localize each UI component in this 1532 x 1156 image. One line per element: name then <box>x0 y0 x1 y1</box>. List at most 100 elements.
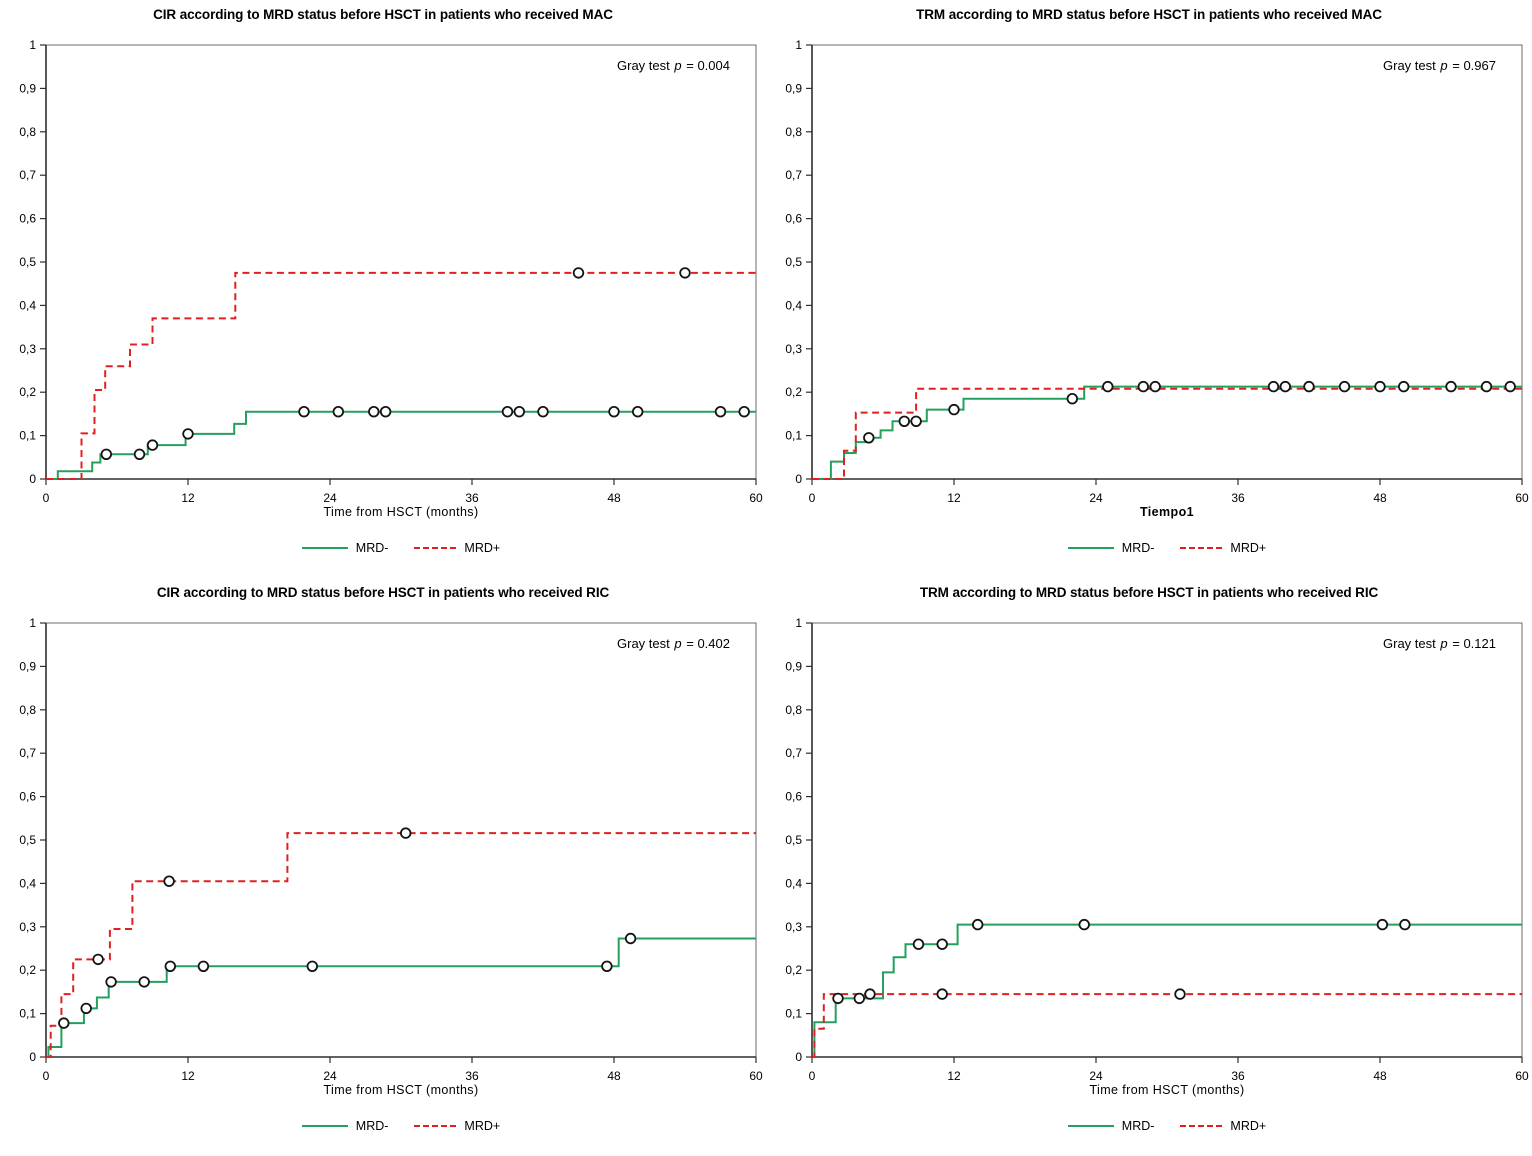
svg-text:24: 24 <box>1089 491 1103 505</box>
svg-text:0,2: 0,2 <box>19 963 36 977</box>
chart-title: TRM according to MRD status before HSCT … <box>919 585 1379 600</box>
svg-text:0,1: 0,1 <box>19 429 36 443</box>
svg-text:0,1: 0,1 <box>19 1007 36 1021</box>
annotation-p-symbol: p <box>674 636 682 651</box>
panel-trm-mac: TRM according to MRD status before HSCT … <box>766 0 1532 578</box>
svg-text:0: 0 <box>795 472 802 486</box>
legend-label: MRD- <box>355 541 389 555</box>
legend-item-mrd-pos: MRD+ <box>414 541 500 555</box>
svg-text:0: 0 <box>29 1050 36 1064</box>
legend-label: MRD- <box>1121 541 1155 555</box>
svg-text:0,6: 0,6 <box>785 212 802 226</box>
svg-text:0,6: 0,6 <box>785 790 802 804</box>
annotation-value: = 0.967 <box>1452 58 1496 73</box>
gray-test-annotation: Gray test p = 0.121 <box>1383 636 1496 651</box>
annotation-prefix: Gray test <box>617 58 670 73</box>
panel-trm-ric: TRM according to MRD status before HSCT … <box>766 578 1532 1156</box>
svg-text:0,6: 0,6 <box>19 790 36 804</box>
mrd-pos-line-swatch <box>414 547 457 549</box>
svg-text:0,2: 0,2 <box>19 385 36 399</box>
svg-text:48: 48 <box>607 491 621 505</box>
legend-item-mrd-pos: MRD+ <box>1180 541 1266 555</box>
annotation-value: = 0.004 <box>686 58 730 73</box>
gray-test-annotation: Gray test p = 0.402 <box>617 636 730 651</box>
svg-text:0: 0 <box>29 472 36 486</box>
svg-text:0,1: 0,1 <box>785 429 802 443</box>
svg-text:0,7: 0,7 <box>785 746 802 760</box>
svg-text:0,6: 0,6 <box>19 212 36 226</box>
svg-text:12: 12 <box>947 1069 961 1083</box>
svg-text:60: 60 <box>749 491 763 505</box>
svg-text:36: 36 <box>1231 491 1245 505</box>
svg-text:0,5: 0,5 <box>785 255 802 269</box>
svg-text:0,9: 0,9 <box>785 659 802 673</box>
svg-text:0: 0 <box>809 1069 816 1083</box>
svg-text:0,4: 0,4 <box>785 298 802 312</box>
x-axis-label: Time from HSCT (months) <box>323 1083 479 1097</box>
svg-text:0,7: 0,7 <box>19 168 36 182</box>
legend: MRD- MRD+ <box>812 1119 1522 1133</box>
annotation-value: = 0.402 <box>686 636 730 651</box>
mrd-neg-line-swatch <box>301 547 348 549</box>
chart-title: TRM according to MRD status before HSCT … <box>916 7 1382 22</box>
svg-text:60: 60 <box>749 1069 763 1083</box>
mrd-neg-line-swatch <box>1067 547 1114 549</box>
legend-item-mrd-pos: MRD+ <box>414 1119 500 1133</box>
svg-text:0,2: 0,2 <box>785 385 802 399</box>
svg-text:24: 24 <box>1089 1069 1103 1083</box>
svg-text:24: 24 <box>323 1069 337 1083</box>
svg-text:0,9: 0,9 <box>19 81 36 95</box>
mrd-neg-line-swatch <box>301 1125 348 1127</box>
svg-text:48: 48 <box>1373 1069 1387 1083</box>
legend: MRD- MRD+ <box>812 541 1522 555</box>
svg-text:0,4: 0,4 <box>19 876 36 890</box>
svg-text:24: 24 <box>323 491 337 505</box>
svg-text:60: 60 <box>1515 1069 1529 1083</box>
svg-text:0: 0 <box>43 491 50 505</box>
legend-label: MRD- <box>355 1119 389 1133</box>
svg-text:0,3: 0,3 <box>19 342 36 356</box>
annotation-p-symbol: p <box>674 58 682 73</box>
annotation-prefix: Gray test <box>617 636 670 651</box>
legend-item-mrd-neg: MRD- <box>301 541 389 555</box>
annotation-prefix: Gray test <box>1383 636 1436 651</box>
svg-text:12: 12 <box>947 491 961 505</box>
panel-cir-mac: CIR according to MRD status before HSCT … <box>0 0 766 578</box>
chart-canvas: 0 0,1 0,2 0,3 0,4 0,5 0,6 0,7 0,8 0,9 1 0 12 24 36 48 60 <box>785 38 1529 505</box>
svg-text:36: 36 <box>1231 1069 1245 1083</box>
legend-item-mrd-pos: MRD+ <box>1180 1119 1266 1133</box>
svg-text:0,9: 0,9 <box>19 659 36 673</box>
svg-text:0,5: 0,5 <box>19 833 36 847</box>
svg-text:0,4: 0,4 <box>785 876 802 890</box>
svg-text:0,4: 0,4 <box>19 298 36 312</box>
mrd-pos-line-swatch <box>1180 1125 1223 1127</box>
svg-text:0,8: 0,8 <box>19 125 36 139</box>
legend-item-mrd-neg: MRD- <box>1067 1119 1154 1133</box>
annotation-prefix: Gray test <box>1383 58 1436 73</box>
chart-canvas: 0 0,1 0,2 0,3 0,4 0,5 0,6 0,7 0,8 0,9 1 0 12 24 36 48 60 <box>19 38 763 505</box>
chart-title: CIR according to MRD status before HSCT … <box>156 585 610 600</box>
svg-text:0,8: 0,8 <box>785 703 802 717</box>
svg-text:0: 0 <box>809 491 816 505</box>
svg-text:60: 60 <box>1515 491 1529 505</box>
legend: MRD- MRD+ <box>46 1119 756 1133</box>
annotation-p-symbol: p <box>1440 636 1448 651</box>
svg-text:0,3: 0,3 <box>785 920 802 934</box>
x-axis-label: Time from HSCT (months) <box>323 505 479 519</box>
svg-text:36: 36 <box>465 1069 479 1083</box>
svg-text:0,9: 0,9 <box>785 81 802 95</box>
svg-text:0,3: 0,3 <box>19 920 36 934</box>
chart-title: CIR according to MRD status before HSCT … <box>153 7 613 22</box>
svg-text:1: 1 <box>29 616 36 630</box>
mrd-neg-line-swatch <box>1067 1125 1114 1127</box>
svg-text:1: 1 <box>29 38 36 52</box>
svg-text:0,7: 0,7 <box>19 746 36 760</box>
legend-label: MRD+ <box>464 1119 501 1133</box>
legend-label: MRD+ <box>464 541 501 555</box>
chart-canvas: 0 0,1 0,2 0,3 0,4 0,5 0,6 0,7 0,8 0,9 1 0 12 24 36 48 60 <box>785 616 1529 1083</box>
svg-text:0,8: 0,8 <box>19 703 36 717</box>
svg-text:0,2: 0,2 <box>785 963 802 977</box>
gray-test-annotation: Gray test p = 0.967 <box>1383 58 1496 73</box>
legend-item-mrd-neg: MRD- <box>1067 541 1155 555</box>
